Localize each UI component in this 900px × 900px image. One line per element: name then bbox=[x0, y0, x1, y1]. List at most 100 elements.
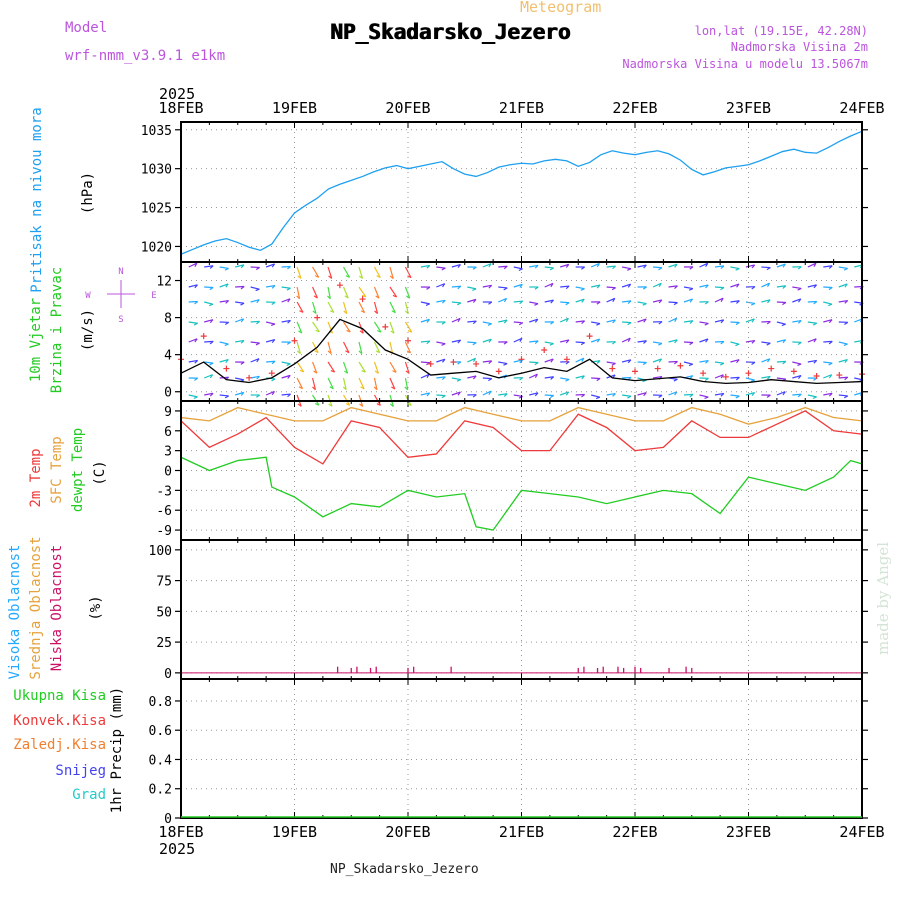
wind-arrowhead bbox=[643, 340, 647, 344]
gust-marker bbox=[609, 365, 616, 372]
wind-arrow bbox=[219, 299, 229, 303]
y-tick-label: 0.2 bbox=[149, 783, 172, 798]
wind-arrowhead bbox=[224, 267, 229, 271]
wind-arrowhead bbox=[627, 322, 632, 326]
wind-arrowhead bbox=[426, 286, 431, 290]
wind-arrowhead bbox=[549, 267, 554, 271]
wind-arrowhead bbox=[426, 340, 431, 345]
wind-arrowhead bbox=[358, 350, 363, 355]
wind-arrow bbox=[745, 301, 755, 305]
wind-arrowhead bbox=[425, 303, 430, 306]
wind-arrowhead bbox=[209, 362, 214, 366]
wind-arrow bbox=[342, 361, 349, 374]
wind-arrow bbox=[513, 266, 523, 270]
wind-arrow bbox=[621, 337, 631, 343]
x-tick-label-top: 20FEB bbox=[385, 99, 430, 117]
meteogram-label: Meteogram bbox=[520, 0, 602, 16]
wind-arrow bbox=[188, 284, 198, 288]
wind-arrow bbox=[513, 283, 523, 288]
wind-arrowhead bbox=[658, 321, 663, 325]
wind-arrowhead bbox=[581, 266, 586, 270]
wind-arrow bbox=[327, 341, 332, 354]
wind-arrowhead bbox=[643, 318, 647, 323]
y-tick-label: 1035 bbox=[141, 124, 172, 139]
wind-arrow bbox=[575, 320, 585, 323]
wind-arrowhead bbox=[751, 286, 756, 290]
x-tick-label-bottom: 22FEB bbox=[612, 823, 657, 841]
wind-arrowhead bbox=[375, 295, 380, 299]
wind-arrowhead bbox=[627, 268, 632, 271]
wind-arrow bbox=[235, 377, 245, 381]
wind-arrowhead bbox=[534, 392, 539, 397]
wind-arrowhead bbox=[735, 395, 740, 399]
wind-arrowhead bbox=[374, 310, 378, 315]
y-tick-label: 9 bbox=[164, 405, 172, 420]
wind-arrowhead bbox=[843, 395, 849, 399]
precip-legend-item: Ukupna Kisa bbox=[13, 688, 106, 704]
wind-arrowhead bbox=[503, 265, 508, 270]
wind-arrowhead bbox=[390, 330, 395, 334]
wind-arrow bbox=[342, 341, 350, 353]
wind-arrowhead bbox=[766, 342, 771, 346]
wind-arrowhead bbox=[488, 263, 492, 268]
wind-arrow bbox=[761, 358, 771, 363]
wind-arrow bbox=[188, 394, 198, 398]
y-tick-label: 25 bbox=[156, 636, 172, 651]
wind-arrow bbox=[606, 361, 616, 365]
wind-arrowhead bbox=[781, 323, 786, 327]
wind-arrowhead bbox=[751, 361, 756, 365]
wind-arrowhead bbox=[472, 298, 477, 303]
wind-arrow bbox=[560, 377, 570, 381]
wind-arrowhead bbox=[488, 301, 493, 305]
wind-arrowhead bbox=[209, 392, 214, 397]
wind-arrowhead bbox=[255, 342, 260, 346]
wind-arrow bbox=[420, 318, 430, 323]
precip-legend-item: Konvek.Kisa bbox=[13, 713, 106, 729]
compass-label: S bbox=[118, 315, 123, 325]
wind-arrowhead bbox=[612, 265, 616, 270]
wind-arrowhead bbox=[782, 285, 787, 289]
wind-arrowhead bbox=[312, 386, 316, 391]
wind-arrow bbox=[823, 374, 832, 379]
wind-arrow bbox=[250, 320, 260, 323]
wind-arrowhead bbox=[812, 322, 818, 326]
x-tick-label-top: 23FEB bbox=[726, 99, 771, 117]
wind-arrow bbox=[312, 266, 320, 278]
wind-arrowhead bbox=[488, 338, 492, 343]
gust-marker bbox=[450, 359, 457, 366]
gust-marker bbox=[677, 362, 684, 369]
wind-arrow bbox=[683, 393, 694, 396]
wind-arrowhead bbox=[404, 310, 409, 315]
wind-arrow bbox=[498, 361, 508, 365]
wind-arrow bbox=[219, 341, 229, 345]
wind-arrow bbox=[575, 286, 585, 290]
wind-arrowhead bbox=[271, 339, 276, 343]
wind-arrow bbox=[250, 299, 260, 303]
wind-arrow bbox=[838, 341, 848, 345]
wind-arrowhead bbox=[518, 395, 523, 399]
wind-arrowhead bbox=[327, 295, 331, 300]
y-tick-label: 0 bbox=[164, 667, 172, 682]
wind-arrowhead bbox=[596, 360, 601, 364]
wind-arrow bbox=[420, 340, 430, 343]
wind-arrowhead bbox=[549, 394, 555, 399]
elevation-label: Nadmorska Visina 2m bbox=[730, 40, 868, 54]
wind-arrowhead bbox=[472, 375, 477, 380]
wind-arrow bbox=[792, 374, 802, 379]
wind-arrow bbox=[745, 264, 755, 268]
wind-arrowhead bbox=[271, 301, 276, 305]
wind-arrow bbox=[296, 301, 304, 313]
wind-arrow bbox=[823, 319, 833, 323]
wind-arrow bbox=[792, 319, 802, 323]
wind-arrow bbox=[730, 376, 740, 379]
wind-arrowhead bbox=[782, 360, 787, 365]
wind-arrowhead bbox=[828, 319, 833, 324]
wind-arrowhead bbox=[534, 318, 539, 323]
wind-arrow bbox=[529, 301, 539, 305]
wind-arrow bbox=[311, 301, 317, 314]
wind-arrow bbox=[436, 283, 445, 288]
wind-arrowhead bbox=[519, 377, 524, 381]
gust-marker bbox=[291, 337, 298, 344]
station-title: NP_Skadarsko_Jezero bbox=[330, 20, 571, 44]
model-name: wrf-nmm_v3.9.1 e1km bbox=[65, 48, 226, 64]
